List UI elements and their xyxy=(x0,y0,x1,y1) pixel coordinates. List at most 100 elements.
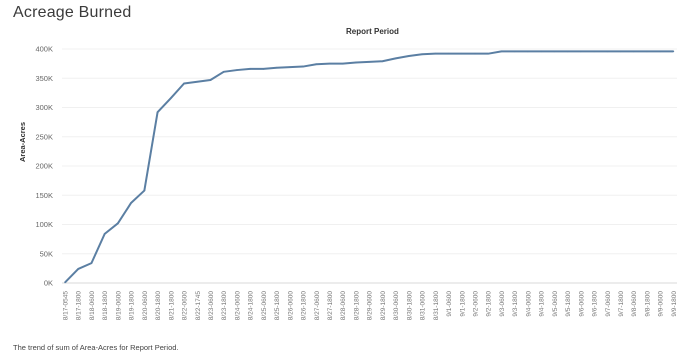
x-tick-label: 9/7-1800 xyxy=(618,291,625,317)
data-point[interactable] xyxy=(619,50,622,53)
x-tick-label: 8/19-0600 xyxy=(115,291,122,321)
data-point[interactable] xyxy=(130,202,132,204)
data-point[interactable] xyxy=(580,50,582,53)
x-axis-title: Report Period xyxy=(346,27,399,36)
x-tick-label: 9/7-0600 xyxy=(605,291,612,317)
series-group xyxy=(64,50,675,284)
x-tick-label: 8/26-1800 xyxy=(301,291,308,321)
data-point[interactable] xyxy=(328,62,331,65)
data-point[interactable] xyxy=(408,55,410,57)
x-tick-label: 9/4-0600 xyxy=(525,291,532,317)
x-tick-label: 9/3-1800 xyxy=(512,291,519,317)
data-point[interactable] xyxy=(289,66,291,68)
data-point[interactable] xyxy=(421,53,423,56)
x-tick-label: 9/5-1800 xyxy=(565,291,572,317)
data-point[interactable] xyxy=(487,52,490,55)
data-point[interactable] xyxy=(513,50,516,53)
y-tick-label: 50K xyxy=(40,249,53,258)
data-point[interactable] xyxy=(262,68,265,70)
x-tick-label: 9/4-1800 xyxy=(539,291,546,317)
x-tick-label: 8/26-0600 xyxy=(287,291,294,321)
data-point[interactable] xyxy=(341,62,344,65)
data-point[interactable] xyxy=(447,52,450,55)
data-point[interactable] xyxy=(249,68,251,70)
x-tick-label: 8/19-1800 xyxy=(129,291,136,321)
data-point[interactable] xyxy=(566,50,569,53)
chart-caption: The trend of sum of Area-Acres for Repor… xyxy=(13,343,179,352)
data-point[interactable] xyxy=(434,52,437,55)
y-tick-label: 300K xyxy=(35,103,53,112)
x-tick-label: 8/24-1800 xyxy=(248,291,255,321)
x-tick-label: 9/1-1800 xyxy=(459,291,466,317)
x-tick-label: 8/17-0545 xyxy=(63,291,70,321)
data-point[interactable] xyxy=(460,52,463,55)
x-tick-label: 9/6-1800 xyxy=(592,291,599,317)
y-tick-label: 200K xyxy=(35,162,53,171)
data-point[interactable] xyxy=(275,66,278,69)
data-point[interactable] xyxy=(156,111,159,113)
x-axis-ticks: 8/17-0545 8/17-1800 8/18-0600 8/18-1800 8/19… xyxy=(63,291,678,321)
data-point[interactable] xyxy=(500,50,503,53)
data-point[interactable] xyxy=(593,50,595,53)
y-tick-label: 0K xyxy=(44,279,53,288)
x-tick-label: 9/8-1800 xyxy=(644,291,651,317)
x-tick-label: 8/20-0600 xyxy=(142,291,149,321)
data-point[interactable] xyxy=(117,222,119,225)
data-point[interactable] xyxy=(77,268,80,270)
x-tick-label: 8/28-0600 xyxy=(340,291,347,321)
data-point[interactable] xyxy=(606,50,609,53)
x-tick-label: 9/3-0600 xyxy=(499,291,506,317)
x-tick-label: 8/27-1800 xyxy=(327,291,334,321)
x-tick-label: 8/31-1800 xyxy=(433,291,440,321)
data-point[interactable] xyxy=(196,80,199,83)
data-point[interactable] xyxy=(209,79,212,81)
data-point[interactable] xyxy=(355,61,357,64)
x-tick-label: 8/25-1800 xyxy=(274,291,281,321)
y-axis-ticks: 0K 50K 100K 150K 200K 250K 300K 350K 400K xyxy=(35,45,53,288)
data-point[interactable] xyxy=(222,71,225,73)
x-tick-label: 8/18-0600 xyxy=(89,291,96,321)
x-tick-label: 9/6-0600 xyxy=(578,291,585,317)
x-tick-label: 9/8-0600 xyxy=(631,291,638,317)
y-tick-label: 100K xyxy=(35,220,53,229)
x-tick-label: 8/31-0600 xyxy=(420,291,427,321)
x-tick-label: 8/30-0600 xyxy=(393,291,400,321)
x-tick-label: 8/30-1800 xyxy=(406,291,413,321)
data-point[interactable] xyxy=(183,82,185,85)
data-point[interactable] xyxy=(90,262,93,264)
data-point[interactable] xyxy=(302,65,304,68)
data-point[interactable] xyxy=(315,63,318,66)
x-tick-label: 9/9-0600 xyxy=(658,291,665,317)
data-point[interactable] xyxy=(143,189,146,192)
data-point[interactable] xyxy=(394,57,397,60)
data-point[interactable] xyxy=(632,50,635,53)
x-tick-label: 8/23-0600 xyxy=(208,291,215,321)
x-tick-label: 8/27-0600 xyxy=(314,291,321,321)
x-tick-label: 8/23-1800 xyxy=(221,291,228,321)
data-point[interactable] xyxy=(170,97,172,99)
x-tick-label: 8/17-1800 xyxy=(76,291,83,321)
x-tick-label: 8/25-0600 xyxy=(261,291,268,321)
data-point[interactable] xyxy=(368,61,370,63)
x-tick-label: 8/22-1745 xyxy=(195,291,202,321)
x-tick-label: 8/21-1800 xyxy=(168,291,175,321)
data-point[interactable] xyxy=(672,50,675,53)
data-point[interactable] xyxy=(64,281,66,284)
y-tick-label: 150K xyxy=(35,191,53,200)
data-point[interactable] xyxy=(381,60,384,63)
data-point[interactable] xyxy=(103,233,106,235)
y-tick-label: 250K xyxy=(35,132,53,141)
x-tick-label: 8/28-1800 xyxy=(353,291,360,321)
y-tick-label: 400K xyxy=(35,45,53,54)
data-point[interactable] xyxy=(236,69,238,71)
data-point[interactable] xyxy=(540,50,542,53)
data-point[interactable] xyxy=(474,52,476,55)
y-tick-label: 350K xyxy=(35,74,53,83)
data-point[interactable] xyxy=(646,50,648,53)
chart-title: Acreage Burned xyxy=(13,4,132,21)
data-point[interactable] xyxy=(527,50,529,53)
data-point[interactable] xyxy=(659,50,661,53)
data-point[interactable] xyxy=(553,50,556,53)
x-tick-label: 9/9-1800 xyxy=(671,291,678,317)
